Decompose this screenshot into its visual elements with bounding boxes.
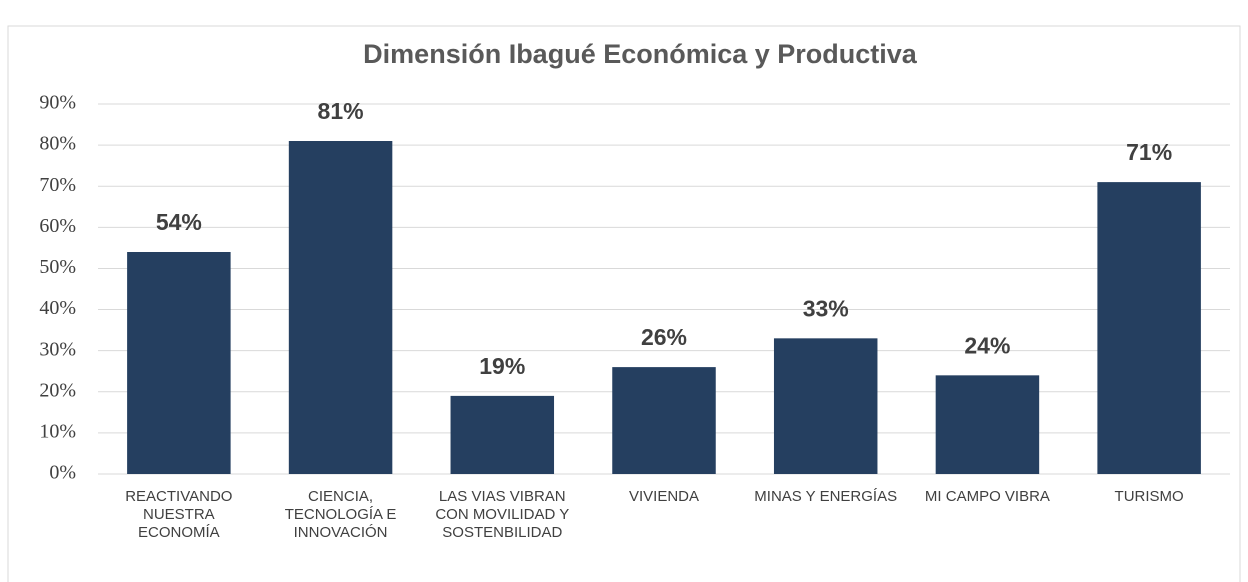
data-label: 19% [479,353,525,379]
y-tick-label: 40% [39,297,76,319]
bar [288,141,393,474]
y-tick-label: 70% [39,174,76,196]
y-tick-label: 0% [49,462,76,484]
data-label: 24% [964,332,1010,358]
bar [773,338,878,474]
x-tick-label: CIENCIA, TECNOLOGÍA E INNOVACIÓN [284,488,397,541]
x-tick-label: TURISMO [1114,488,1184,505]
x-tick-label: MI CAMPO VIBRA [924,488,1050,505]
chart-title: Dimensión Ibagué Económica y Productiva [363,39,918,69]
bar [1097,182,1201,474]
y-tick-label: 30% [39,338,76,360]
y-tick-label: 10% [39,420,76,442]
y-tick-label: 50% [39,256,76,278]
data-label: 81% [318,98,364,124]
bar [127,252,231,474]
x-tick-label: VIVIENDA [628,488,700,505]
y-tick-label: 90% [39,92,76,114]
data-label: 26% [641,324,687,350]
x-tick-label: REACTIVANDO NUESTRA ECONOMÍA [125,488,233,541]
bar [935,375,1040,474]
x-tick-label: LAS VIAS VIBRAN CON MOVILIDAD Y SOSTENBI… [435,488,570,541]
data-label: 54% [156,209,202,235]
bar [450,395,555,474]
y-tick-label: 80% [39,133,76,155]
bar [612,367,716,474]
data-label: 71% [1126,139,1172,165]
y-tick-label: 60% [39,215,76,237]
x-tick-label: MINAS Y ENERGÍAS [754,488,898,505]
data-label: 33% [803,295,849,321]
y-tick-label: 20% [39,379,76,401]
